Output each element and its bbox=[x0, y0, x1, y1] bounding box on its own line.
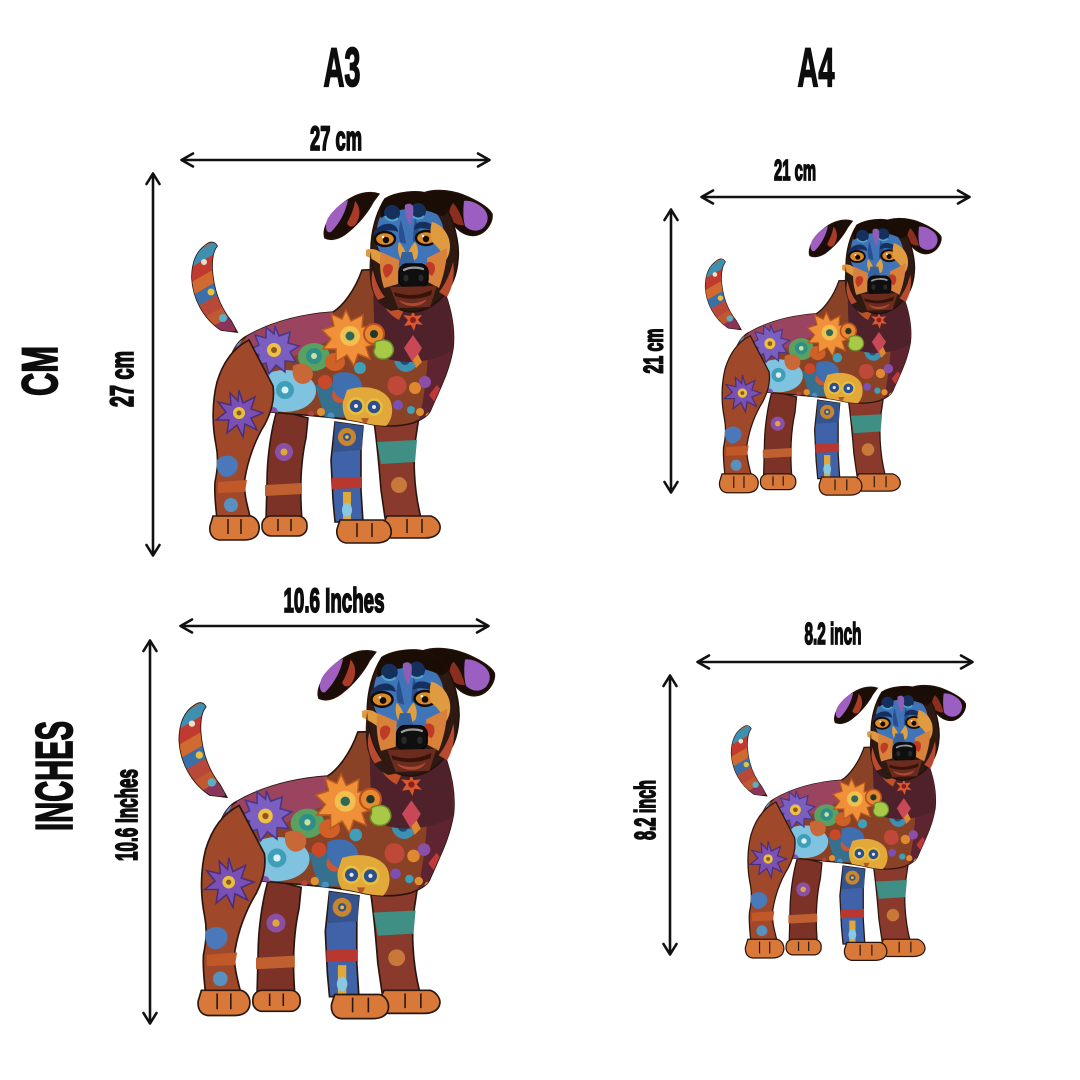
svg-text:A4: A4 bbox=[798, 36, 835, 98]
svg-text:CM: CM bbox=[12, 346, 68, 396]
svg-text:27 cm: 27 cm bbox=[310, 120, 362, 158]
svg-text:27 cm: 27 cm bbox=[104, 351, 140, 407]
svg-text:10.6 Inches: 10.6 Inches bbox=[284, 582, 385, 620]
svg-text:8.2 inch: 8.2 inch bbox=[630, 780, 662, 840]
svg-text:21 cm: 21 cm bbox=[774, 155, 816, 187]
svg-text:8.2 inch: 8.2 inch bbox=[805, 616, 862, 651]
svg-text:A3: A3 bbox=[324, 36, 361, 98]
svg-text:10.6 Inches: 10.6 Inches bbox=[109, 769, 144, 861]
svg-text:INCHES: INCHES bbox=[26, 721, 84, 831]
svg-text:21 cm: 21 cm bbox=[639, 329, 669, 374]
